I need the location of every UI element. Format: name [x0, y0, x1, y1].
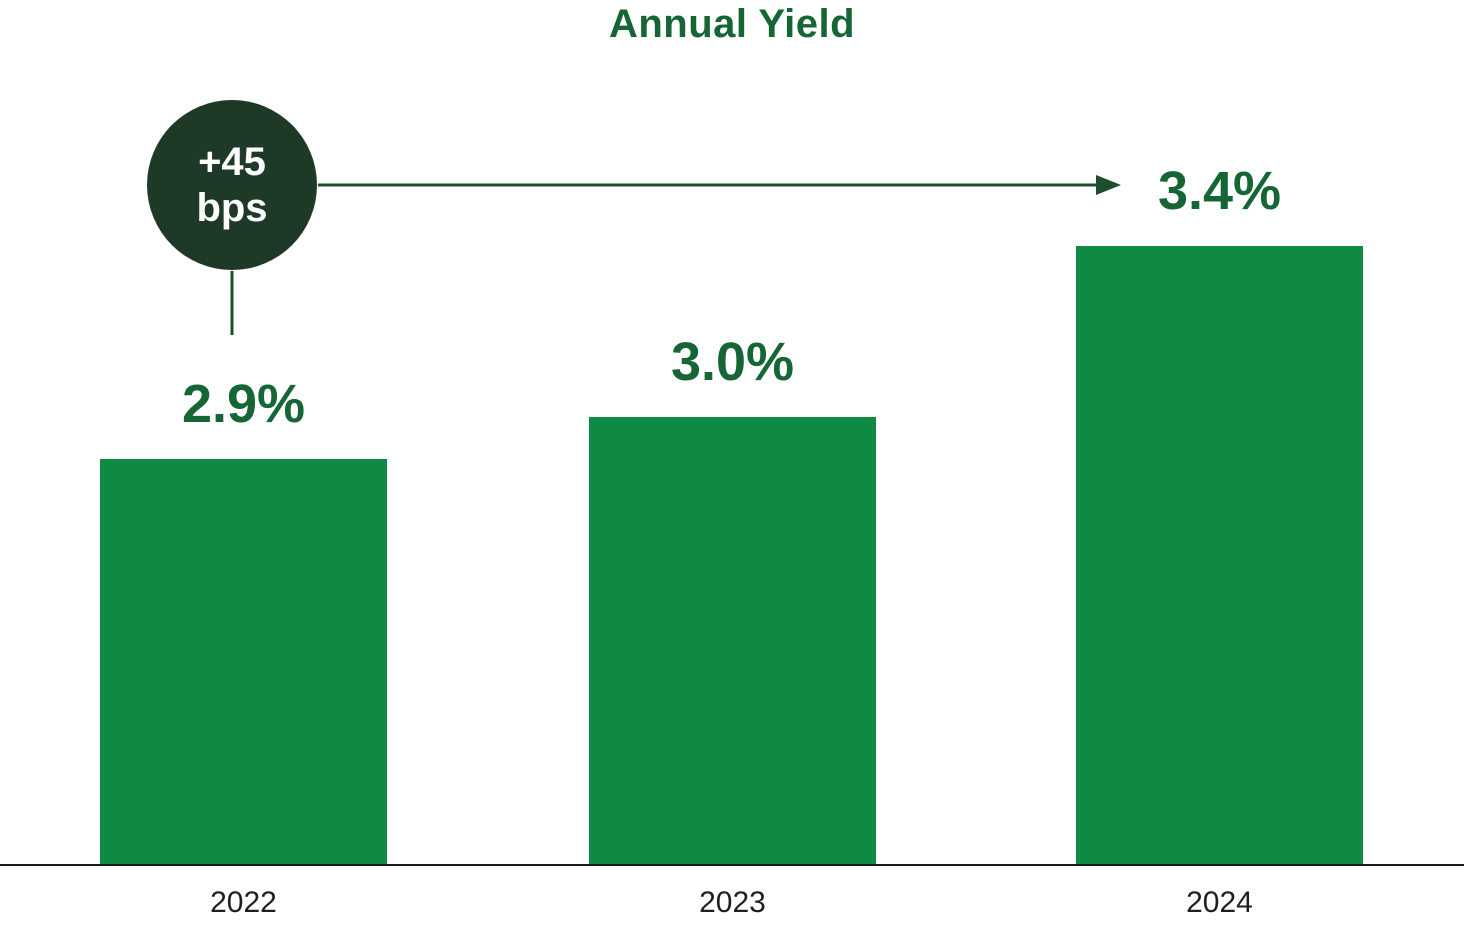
bar-group-2024: 3.4%	[1076, 164, 1363, 865]
bar	[1076, 246, 1363, 865]
x-axis-line	[0, 864, 1464, 866]
chart-title: Annual Yield	[608, 2, 856, 46]
bps-badge-unit: bps	[196, 186, 268, 230]
value-label: 3.4%	[1157, 161, 1282, 221]
bar	[100, 459, 387, 865]
x-tick-label: 2022	[210, 886, 277, 919]
bps-badge: +45 bps	[147, 100, 317, 270]
bps-badge-value: +45	[198, 140, 266, 184]
x-tick-label: 2023	[699, 886, 766, 919]
value-label: 2.9%	[181, 374, 306, 434]
x-tick-label: 2024	[1186, 886, 1253, 919]
bar-group-2022: 2.9%	[100, 377, 387, 865]
value-label: 3.0%	[670, 332, 795, 392]
bar	[589, 417, 876, 865]
bar-group-2023: 3.0%	[589, 335, 876, 865]
